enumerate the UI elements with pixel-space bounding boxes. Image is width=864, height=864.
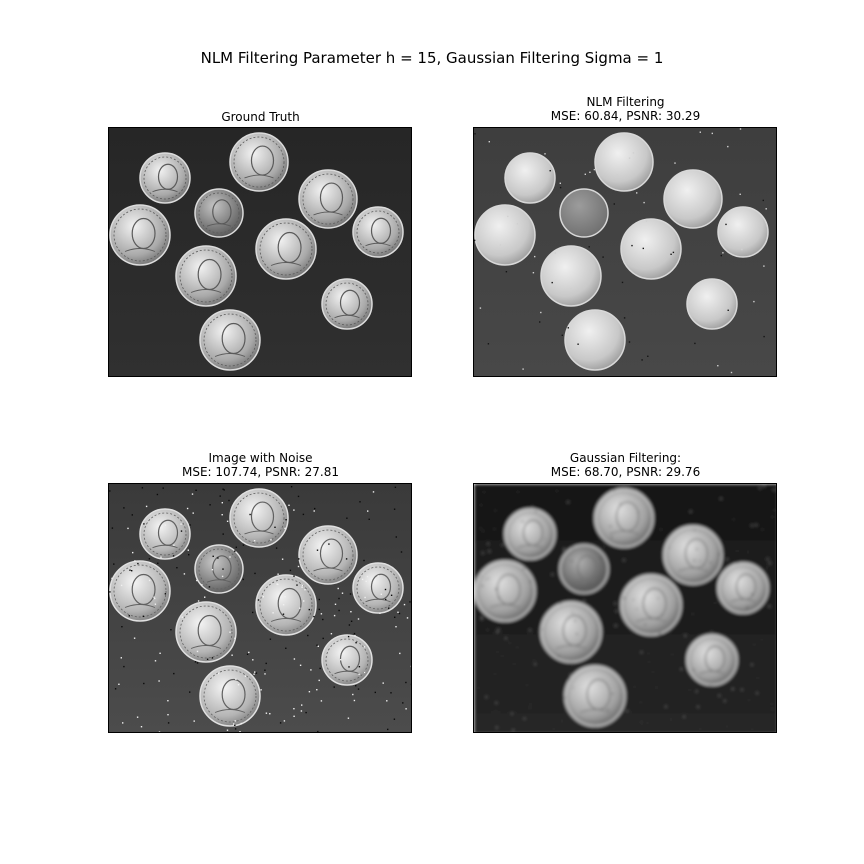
nlm-coins-image [474,128,776,376]
nlm-title-line2: MSE: 60.84, PSNR: 30.29 [550,109,701,123]
noisy-image [108,483,412,733]
ground-truth-coins-image [109,128,411,376]
noisy-title-line2: MSE: 107.74, PSNR: 27.81 [181,465,340,479]
gaussian-image [473,483,777,733]
ground-truth-image [108,127,412,377]
nlm-title-line1: NLM Filtering [586,95,665,109]
gaussian-title-line2: MSE: 68.70, PSNR: 29.76 [550,465,701,479]
noisy-title-line1: Image with Noise [208,451,313,465]
nlm-title: NLM Filtering MSE: 60.84, PSNR: 30.29 [473,95,778,123]
noisy-coins-image [109,484,411,732]
nlm-image [473,127,777,377]
gaussian-coins-image [474,484,776,732]
ground-truth-title: Ground Truth [108,110,413,124]
noisy-title: Image with Noise MSE: 107.74, PSNR: 27.8… [108,451,413,479]
figure-title: NLM Filtering Parameter h = 15, Gaussian… [200,49,664,67]
ground-truth-title-line1: Ground Truth [221,110,300,124]
gaussian-title-line1: Gaussian Filtering: [569,451,682,465]
gaussian-title: Gaussian Filtering: MSE: 68.70, PSNR: 29… [473,451,778,479]
